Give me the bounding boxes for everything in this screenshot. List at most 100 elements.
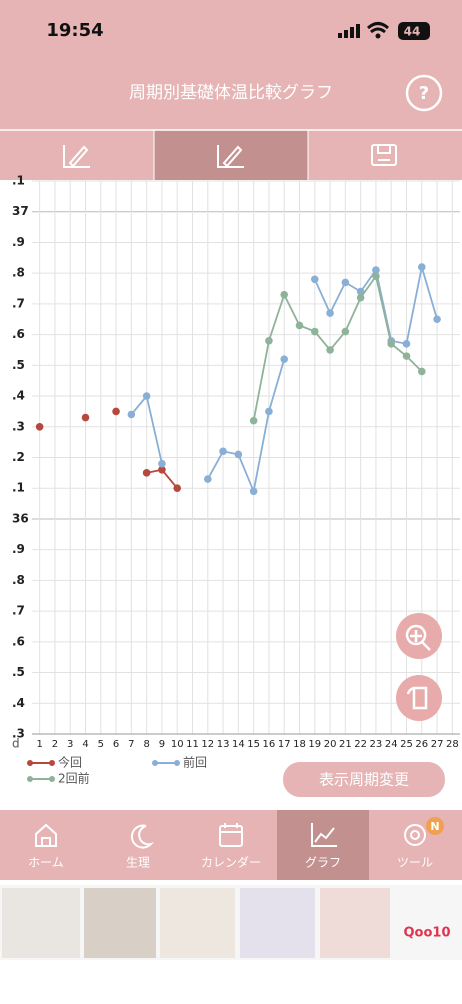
point [249, 416, 258, 425]
legend-label: 前回 [183, 755, 207, 770]
x-tick-label: 23 [370, 739, 383, 750]
x-tick-label: 28 [446, 739, 459, 750]
y-tick-label: .4 [12, 696, 25, 710]
title: 周期別基礎体温比較グラフ [129, 83, 333, 103]
y-tick-label: .6 [12, 634, 25, 648]
header-bg [0, 0, 462, 130]
point [372, 266, 380, 274]
x-tick-label: 16 [263, 739, 276, 750]
point [417, 263, 426, 271]
x-tick-label: 17 [278, 739, 291, 750]
plot: .137.9.8.7.6.5.4.3.2.136.9.8.7.6.5.4.31 2… [12, 174, 460, 751]
point [417, 367, 426, 376]
nav-label: ホーム [28, 856, 64, 870]
point [35, 422, 44, 431]
y-tick-label: .1 [12, 174, 25, 188]
legend-dot [49, 760, 55, 766]
point [142, 469, 151, 477]
x-tick-label: 18 [293, 739, 306, 750]
point [173, 484, 182, 493]
point [265, 407, 273, 416]
y-tick-label: .5 [12, 665, 25, 679]
tab-icons [63, 144, 397, 168]
point [387, 340, 396, 348]
x-axis-label: d [12, 737, 20, 751]
x-tick-label: 22 [354, 739, 367, 750]
legend-dot [27, 776, 33, 782]
point [280, 290, 289, 299]
y-tick-label: .9 [12, 235, 25, 249]
point [280, 355, 289, 363]
legend-dot [152, 760, 158, 766]
x-tick-label: 4 [82, 739, 88, 750]
wifi-dot [375, 33, 381, 39]
point [158, 465, 166, 474]
y-tick-label: .8 [12, 573, 25, 587]
y-tick-label: .8 [12, 266, 25, 280]
x-tick-label: 10 [171, 739, 184, 750]
x-tick-label: 21 [339, 739, 352, 750]
point [295, 321, 304, 330]
x-tick-label: 12 [201, 739, 214, 750]
wifi [366, 22, 390, 34]
point [356, 287, 365, 296]
y-tick-label: .5 [12, 358, 25, 372]
zoom-icon [405, 624, 431, 651]
y-tick-label: .6 [12, 327, 25, 341]
x-tick-label: 20 [324, 739, 337, 750]
series-line [206, 358, 286, 495]
point [341, 327, 350, 336]
point [127, 410, 136, 419]
x-tick-label: 27 [431, 739, 444, 750]
point [341, 278, 350, 287]
x-tick-label: 9 [159, 739, 165, 750]
x-tick-label: 5 [98, 739, 104, 750]
y-tick-label: .4 [12, 389, 25, 403]
badge [426, 817, 444, 835]
x-tick-label: 3 [67, 739, 73, 750]
point [372, 272, 380, 281]
legend-dot [27, 760, 33, 766]
legend-label: 2回前 [58, 771, 90, 786]
x-tick-label: 26 [415, 739, 428, 750]
x-tick-label: 2 [52, 739, 58, 750]
y-tick-label: .2 [12, 450, 25, 464]
point [142, 392, 151, 400]
point [402, 340, 411, 348]
point [326, 309, 334, 317]
nav-label: ツール [397, 856, 433, 870]
point [234, 450, 243, 459]
y-tick-label: .3 [12, 727, 25, 741]
point [310, 275, 319, 284]
point [249, 487, 258, 496]
x-tick-label: 8 [143, 739, 149, 750]
battery-level: 44 [404, 25, 421, 39]
x-tick-label: 1 [36, 739, 42, 750]
badge-label: N [430, 820, 439, 833]
help-button[interactable] [405, 74, 443, 112]
point [112, 407, 120, 416]
y-tick-label: .9 [12, 542, 25, 556]
nav-label: 生理 [126, 856, 150, 870]
legend-dot [49, 776, 55, 782]
point [356, 293, 365, 302]
point [265, 336, 273, 345]
point [219, 447, 227, 456]
x-tick-label: 6 [113, 739, 119, 750]
y-tick-label: .7 [12, 296, 25, 310]
legend-dot [174, 760, 180, 766]
x-tick-label: 14 [232, 739, 245, 750]
signal [338, 24, 360, 38]
rotate-button[interactable] [396, 675, 442, 721]
time: 19:54 [46, 20, 103, 41]
change-button[interactable] [283, 762, 445, 797]
nav-icons [35, 823, 426, 849]
x-tick-label: 24 [385, 739, 398, 750]
y-tick-label: .3 [12, 419, 25, 433]
point [158, 459, 166, 468]
x-tick-label: 19 [308, 739, 321, 750]
x-tick-label: 15 [247, 739, 260, 750]
change-label: 表示周期変更 [319, 771, 409, 789]
legend-label: 今回 [58, 755, 82, 770]
